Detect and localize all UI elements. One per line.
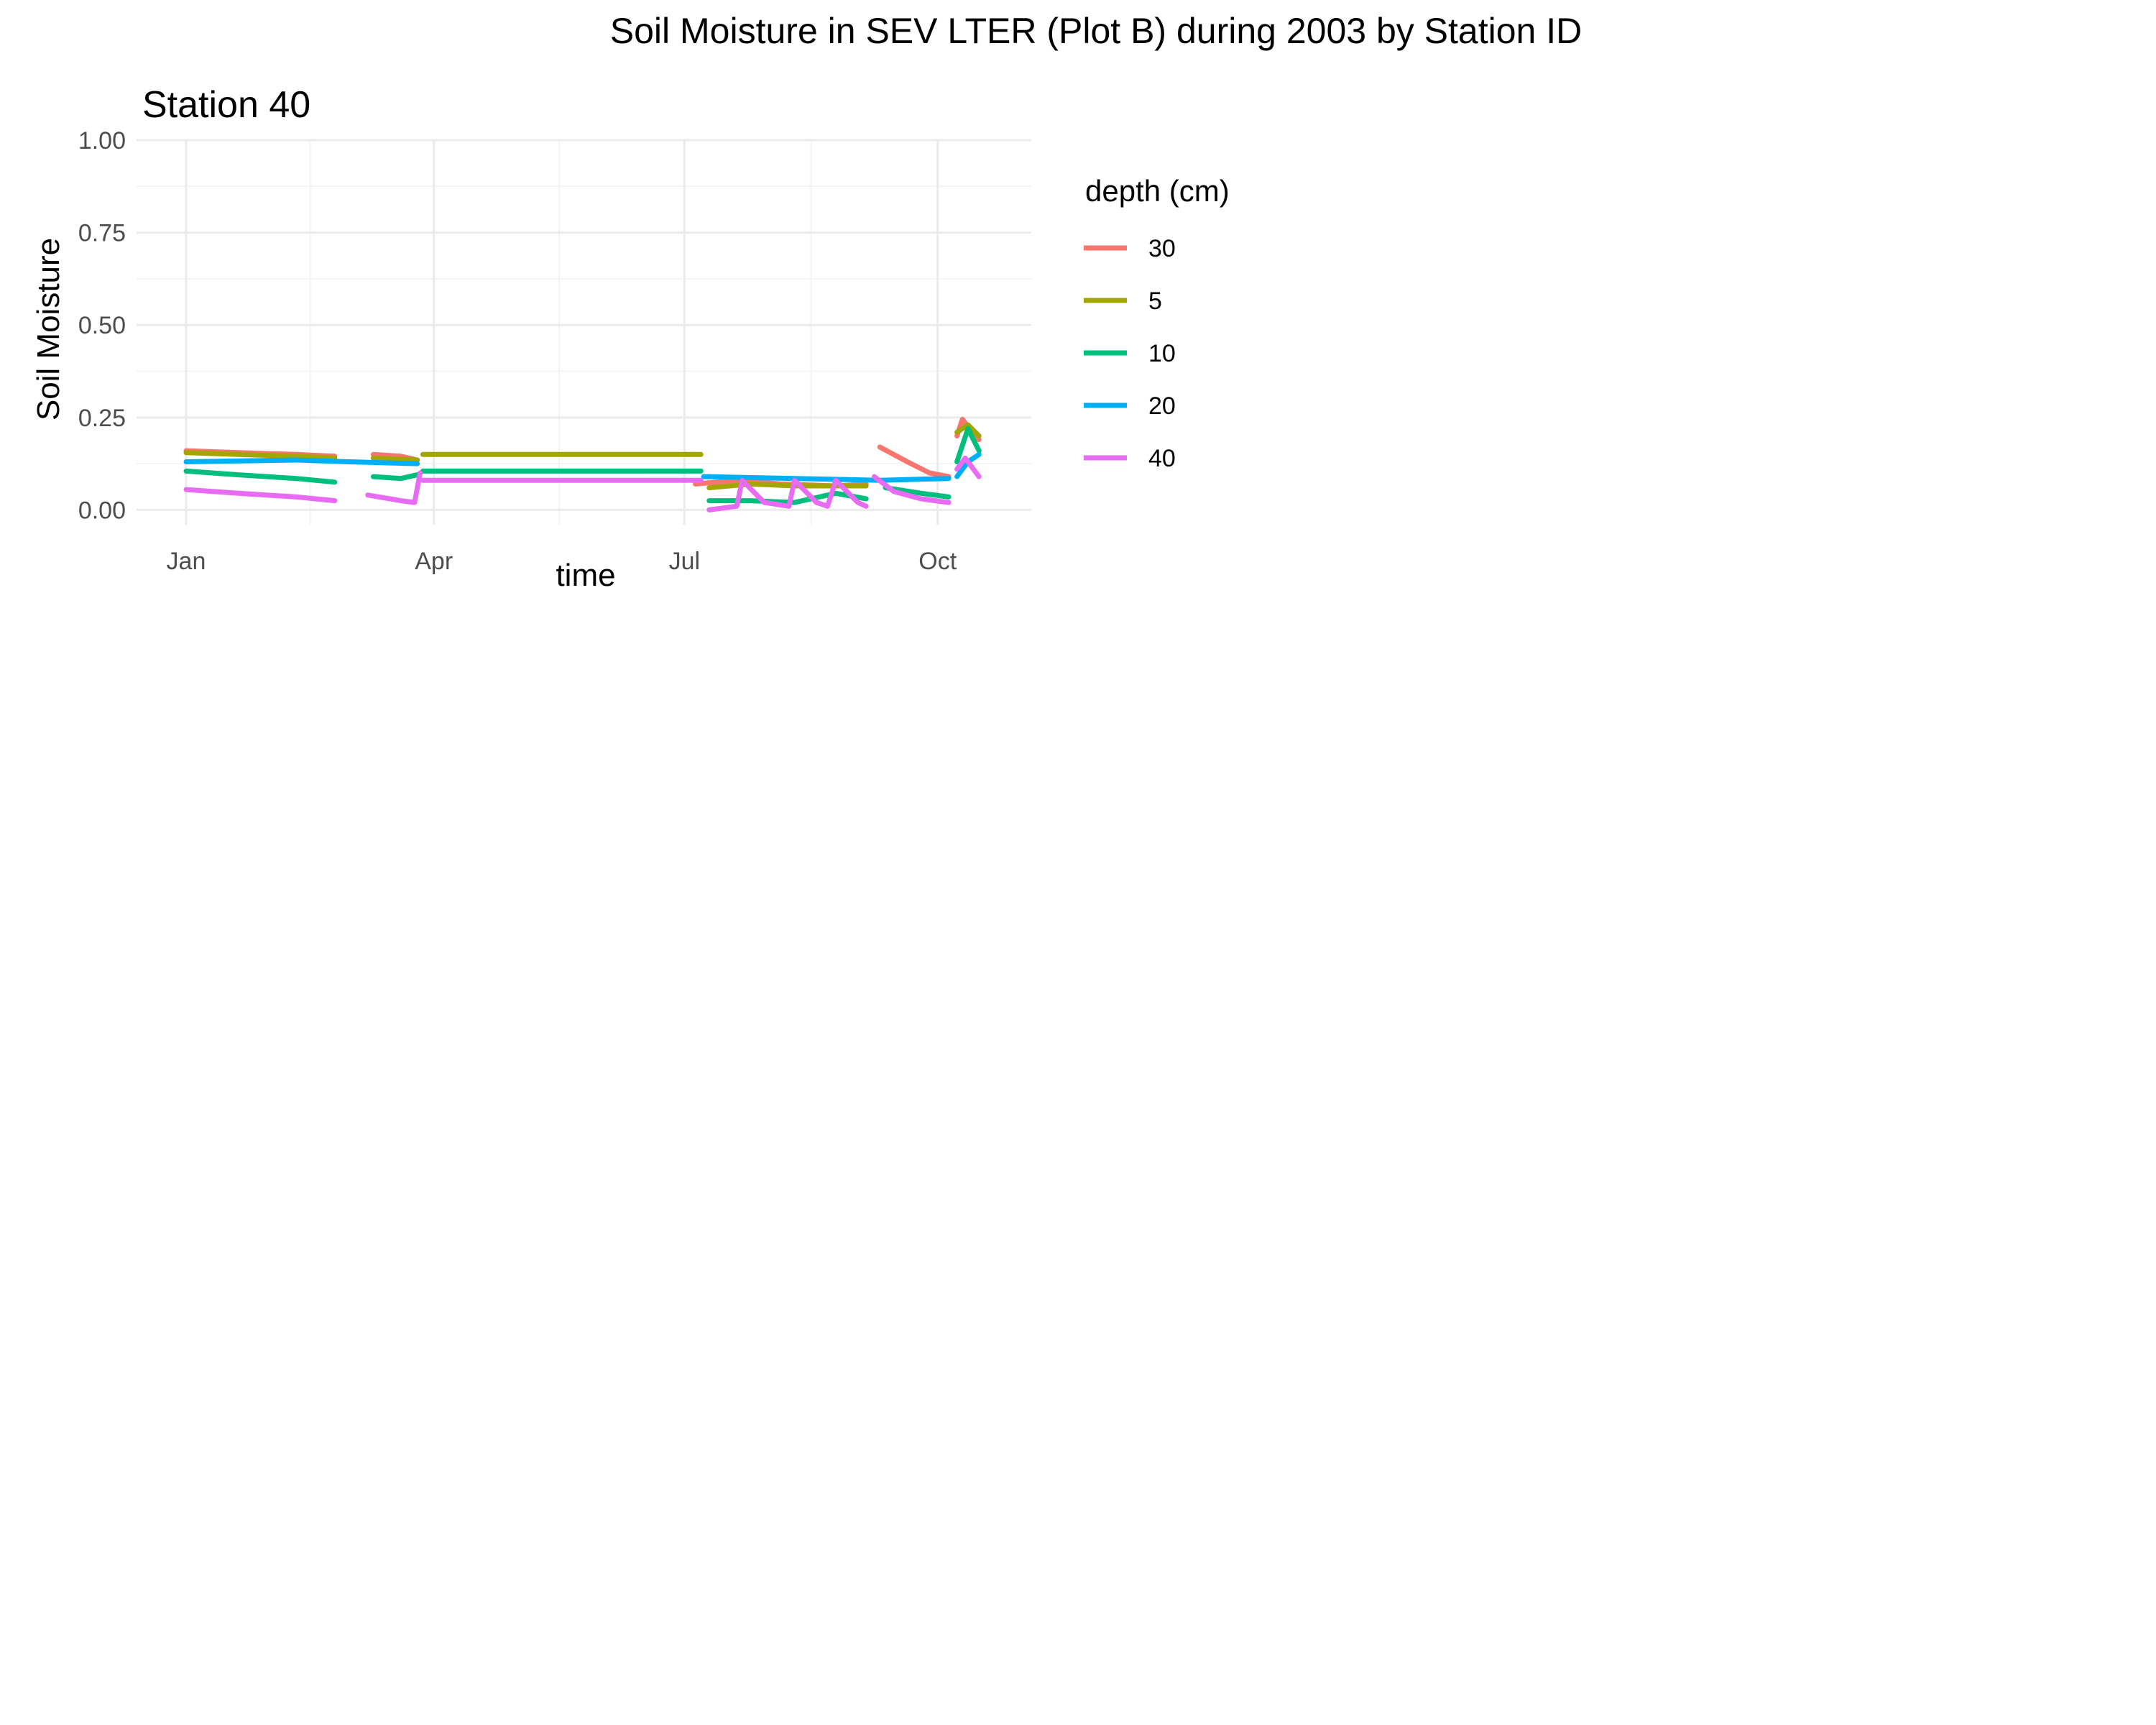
series-line-5 xyxy=(373,458,417,460)
y-tick-label: 1.00 xyxy=(78,127,126,155)
x-axis-title: time xyxy=(556,558,615,593)
x-tick-label: Apr xyxy=(415,548,453,575)
y-tick-label: 0.75 xyxy=(78,220,126,247)
legend-label-5: 5 xyxy=(1148,288,1162,315)
major-gridlines-x xyxy=(186,140,938,525)
legend-items: 30 5 10 20 40 xyxy=(1084,235,1176,472)
y-tick-label: 0.25 xyxy=(78,405,126,432)
legend: depth (cm) 30 5 10 20 40 xyxy=(1084,174,1230,472)
series-10 xyxy=(186,428,979,502)
series-line-10 xyxy=(373,475,417,479)
legend-label-10: 10 xyxy=(1148,340,1176,367)
legend-label-40: 40 xyxy=(1148,445,1176,472)
y-axis-title: Soil Moisture xyxy=(31,238,66,420)
x-tick-label: Oct xyxy=(918,548,957,575)
legend-label-30: 30 xyxy=(1148,235,1176,262)
series-line-40 xyxy=(186,489,335,501)
x-tick-label: Jan xyxy=(167,548,206,575)
minor-gridlines-x xyxy=(310,140,811,525)
facet-label: Station 40 xyxy=(142,84,310,126)
y-axis-tick-labels: 0.00 0.25 0.50 0.75 1.00 xyxy=(78,127,126,524)
series-lines xyxy=(186,419,979,510)
x-tick-label: Jul xyxy=(669,548,700,575)
legend-title: depth (cm) xyxy=(1085,174,1230,208)
y-tick-label: 0.00 xyxy=(78,497,126,524)
chart-title: Soil Moisture in SEV LTER (Plot B) durin… xyxy=(610,11,1582,51)
series-line-10 xyxy=(186,471,335,482)
legend-label-20: 20 xyxy=(1148,392,1176,420)
series-20 xyxy=(186,454,979,480)
y-tick-label: 0.50 xyxy=(78,312,126,339)
